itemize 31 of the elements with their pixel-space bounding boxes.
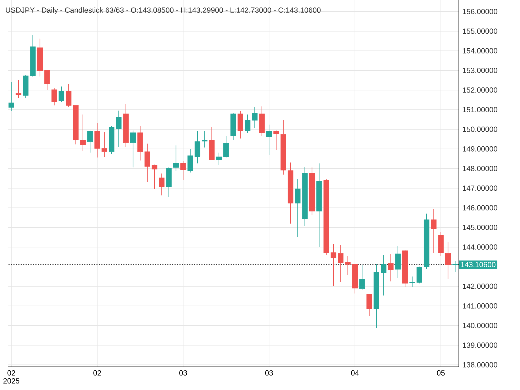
candlestick [288, 162, 294, 224]
candlestick [238, 111, 244, 140]
candlestick [424, 214, 430, 270]
candlestick [316, 163, 322, 248]
candlestick [230, 112, 236, 141]
candlestick [173, 145, 180, 172]
candlestick [259, 106, 265, 136]
candlestick [16, 80, 22, 99]
candlestick [123, 104, 129, 148]
candlestick [130, 130, 136, 168]
candlestick [159, 173, 165, 196]
candlestick [431, 208, 437, 254]
candlestick [274, 130, 280, 150]
candlestick [202, 130, 208, 148]
candlestick [52, 88, 58, 106]
candlestick [80, 114, 86, 152]
candlestick [388, 254, 394, 282]
candlestick [309, 167, 316, 216]
candlestick [8, 82, 14, 112]
candlestick [360, 264, 366, 290]
candlestick [366, 294, 372, 317]
candlestick [88, 130, 94, 154]
candlestick [402, 250, 408, 288]
candlestick [266, 124, 272, 156]
candlestick [138, 126, 144, 162]
candlestick [166, 167, 172, 198]
candlestick [209, 127, 215, 160]
candlestick [180, 160, 186, 181]
candlestick [58, 86, 64, 103]
candlestick [280, 120, 286, 176]
candlestick [395, 246, 401, 279]
